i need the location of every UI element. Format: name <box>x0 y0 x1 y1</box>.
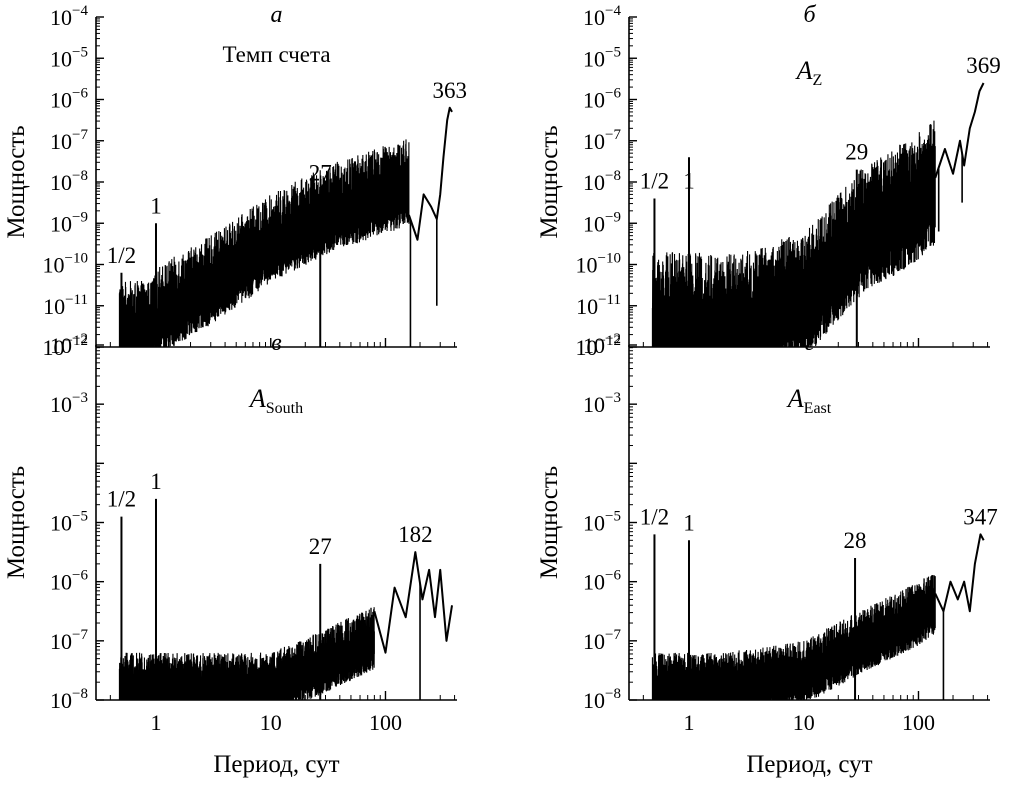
y-axis-label: Мощность <box>3 466 30 579</box>
y-tick-label: 10−3 <box>583 390 621 417</box>
peak-label: 1/2 <box>107 243 136 268</box>
y-tick-label: 10−6 <box>583 568 621 595</box>
panel-letter: в <box>271 330 281 356</box>
peak-label: 363 <box>432 78 467 103</box>
peak-label: 1 <box>683 510 695 535</box>
y-tick-label: 10−2 <box>583 331 621 358</box>
peak-label: 27 <box>309 534 332 559</box>
peak-label: 1 <box>150 193 162 218</box>
y-tick-label: 10−10 <box>576 251 621 278</box>
panel-title: ASouth <box>248 384 303 417</box>
y-tick-label: 10−5 <box>50 44 88 71</box>
x-axis-label: Период, сут <box>213 751 339 778</box>
y-tick-label: 10−8 <box>50 168 88 195</box>
peak-label: 1/2 <box>640 169 669 194</box>
y-tick-label: 10−9 <box>583 209 621 236</box>
y-tick-label: 10−5 <box>583 44 621 71</box>
peak-label: 182 <box>398 522 433 547</box>
y-tick-label: 10−6 <box>583 86 621 113</box>
series-noise-band <box>118 139 410 348</box>
peak-label: 1/2 <box>107 487 136 512</box>
series-tail-line <box>934 533 985 613</box>
y-tick-label: 10−6 <box>50 86 88 113</box>
panel-v: 10−8 10−7 10−6 10−5 10−3 10−2 1 10 100 1/2 1 27 182 в… <box>3 330 457 778</box>
peak-label: 1 <box>150 469 162 494</box>
y-tick-label: 10−11 <box>43 292 88 319</box>
y-tick-label: 10−7 <box>50 127 88 154</box>
y-tick-label: 10−7 <box>50 627 88 654</box>
y-tick-label: 10−3 <box>50 390 88 417</box>
panel-g: 10−8 10−7 10−6 10−5 10−3 10−2 1 10 100 1/2 1 28 347 г… <box>536 330 998 778</box>
panel-b: 10−1210−1110−1010−910−810−710−610−510−41… <box>536 2 1001 360</box>
peak-label: 1 <box>683 169 695 194</box>
peak-label: 1/2 <box>640 504 669 529</box>
y-tick-label: 10−5 <box>583 509 621 536</box>
y-tick-label: 10−9 <box>50 209 88 236</box>
y-tick-label: 10−10 <box>43 251 88 278</box>
x-axis-label: Период, сут <box>746 751 872 778</box>
peak-label: 347 <box>963 504 998 529</box>
panel-title: AEast <box>786 384 832 417</box>
y-tick-label: 10−4 <box>50 3 88 30</box>
series-tail-line <box>934 82 985 179</box>
series-tail-line <box>373 551 453 654</box>
y-tick-label: 10−8 <box>583 686 621 713</box>
y-tick-label: 10−11 <box>576 292 621 319</box>
y-tick-label: 10−8 <box>583 168 621 195</box>
series-tail-line <box>407 106 453 241</box>
x-tick-label: 10 <box>260 710 282 735</box>
series-noise-band <box>651 575 936 701</box>
panel-title: AZ <box>795 56 823 89</box>
y-axis-label: Мощность <box>3 125 30 238</box>
series-noise-band <box>118 607 375 701</box>
y-tick-label: 10−7 <box>583 627 621 654</box>
x-tick-label: 100 <box>369 710 402 735</box>
peak-label: 369 <box>966 53 1001 78</box>
panel-a: 10−1210−1110−1010−910−810−710−610−510−41… <box>3 2 467 360</box>
y-tick-label: 10−4 <box>583 3 621 30</box>
y-tick-label: 10−7 <box>583 127 621 154</box>
y-tick-label: 10−8 <box>50 686 88 713</box>
panel-letter: б <box>803 2 816 28</box>
peak-label: 28 <box>844 528 867 553</box>
y-axis-label: Мощность <box>536 125 563 238</box>
series-noise-band <box>651 120 936 348</box>
x-tick-label: 10 <box>793 710 815 735</box>
y-tick-label: 10−5 <box>50 509 88 536</box>
x-tick-label: 100 <box>902 710 935 735</box>
peak-label: 27 <box>309 160 332 185</box>
x-tick-label: 1 <box>150 710 161 735</box>
panel-title: Темп счета <box>222 42 330 67</box>
x-tick-label: 1 <box>683 710 694 735</box>
y-tick-label: 10−2 <box>50 331 88 358</box>
panel-letter: а <box>271 2 283 28</box>
peak-label: 29 <box>845 140 868 165</box>
y-tick-label: 10−6 <box>50 568 88 595</box>
y-axis-label: Мощность <box>536 466 563 579</box>
panel-letter: г <box>805 330 814 356</box>
